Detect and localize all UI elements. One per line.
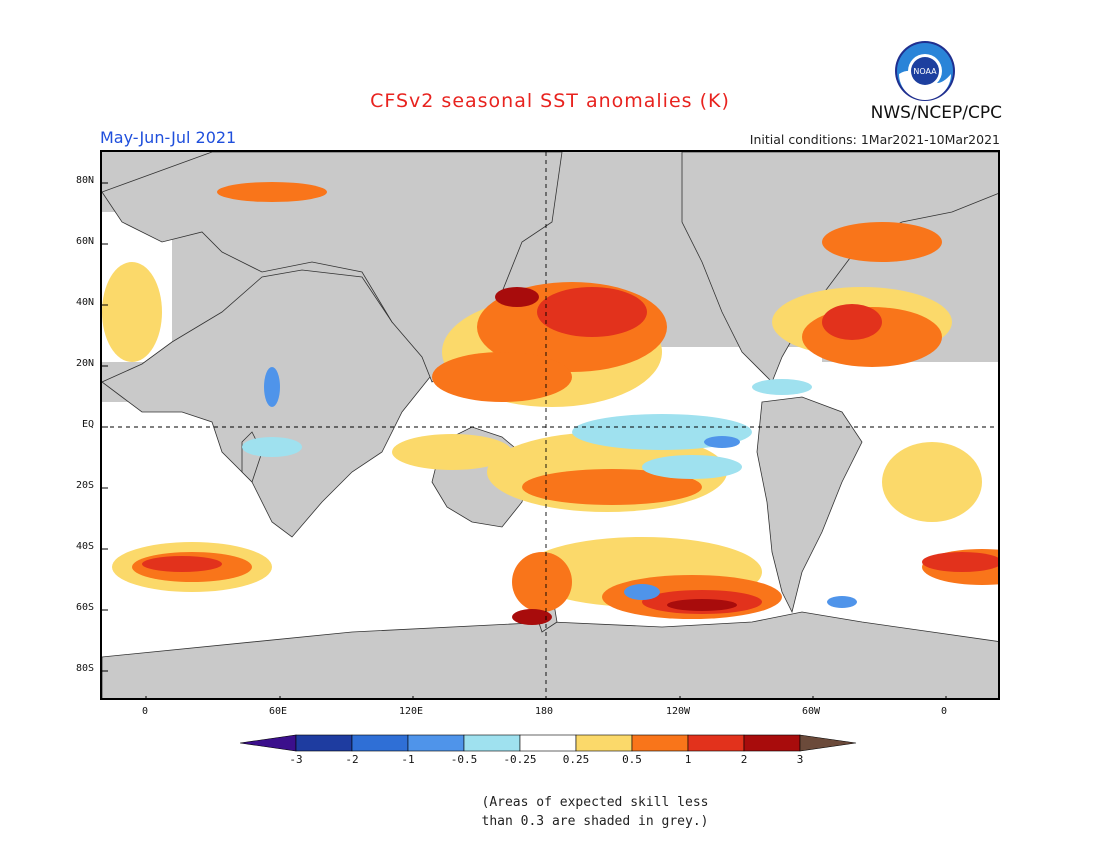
noaa-logo: NOAA [895, 41, 955, 101]
lat-label-20n: 20N [75, 358, 94, 369]
lat-label-80n: 80N [75, 175, 94, 186]
footnote-line-1: (Areas of expected skill less [481, 795, 709, 810]
colorbar-segment [463, 734, 521, 752]
colorbar-tick-label: 0.25 [562, 753, 590, 766]
lon-label-120w: 120W [665, 706, 691, 717]
colorbar-tick-label: -2 [345, 753, 359, 766]
colorbar-segment [295, 734, 353, 752]
colorbar-tick-label: 2 [740, 753, 748, 766]
colorbar-segment [743, 734, 801, 752]
colorbar-tick-label: -0.5 [450, 753, 478, 766]
anomaly-dark-red [495, 287, 737, 625]
logo-text: NOAA [913, 67, 937, 76]
colorbar-tick-label: -0.25 [503, 753, 537, 766]
colorbar-tick-label: -3 [289, 753, 303, 766]
lon-label-180: 180 [534, 706, 554, 717]
forecast-period: May-Jun-Jul 2021 [100, 128, 237, 147]
agency-label: NWS/NCEP/CPC [870, 103, 1002, 123]
colorbar-tick-label: 0.5 [622, 753, 642, 766]
colorbar-segment [351, 734, 409, 752]
colorbar-tick-label: 1 [684, 753, 692, 766]
anomaly-blue [264, 367, 857, 608]
lon-label-0: 0 [141, 706, 149, 717]
reference-lines [102, 152, 998, 698]
lon-label-120e: 120E [398, 706, 424, 717]
lat-label-40n: 40N [75, 297, 94, 308]
skill-footnote: (Areas of expected skill less than 0.3 a… [0, 793, 1100, 831]
initial-conditions: Initial conditions: 1Mar2021-10Mar2021 [749, 132, 1000, 147]
lat-label-80s: 80S [75, 663, 94, 674]
lat-label-eq: EQ [81, 419, 94, 430]
colorbar-tick-label: 3 [796, 753, 804, 766]
colorbar-segment [519, 734, 577, 752]
colorbar-under-triangle [240, 734, 297, 752]
colorbar-segment [407, 734, 465, 752]
lat-label-60s: 60S [75, 602, 94, 613]
map-canvas [102, 152, 998, 698]
lat-label-40s: 40S [75, 541, 94, 552]
colorbar-over-triangle [799, 734, 857, 752]
footnote-line-2: than 0.3 are shaded in grey.) [481, 814, 709, 829]
lat-label-20s: 20S [75, 480, 94, 491]
lon-label-60e: 60E [268, 706, 288, 717]
colorbar-segment [687, 734, 745, 752]
lon-label-0-east: 0 [940, 706, 948, 717]
sst-anomaly-map [100, 150, 1000, 700]
tick-marks [102, 182, 947, 698]
lat-label-60n: 60N [75, 236, 94, 247]
colorbar-tick-label: -1 [401, 753, 415, 766]
lon-label-60w: 60W [801, 706, 821, 717]
colorbar-segment [631, 734, 689, 752]
colorbar [240, 734, 857, 752]
chart-title: CFSv2 seasonal SST anomalies (K) [370, 90, 730, 112]
colorbar-segment [575, 734, 633, 752]
